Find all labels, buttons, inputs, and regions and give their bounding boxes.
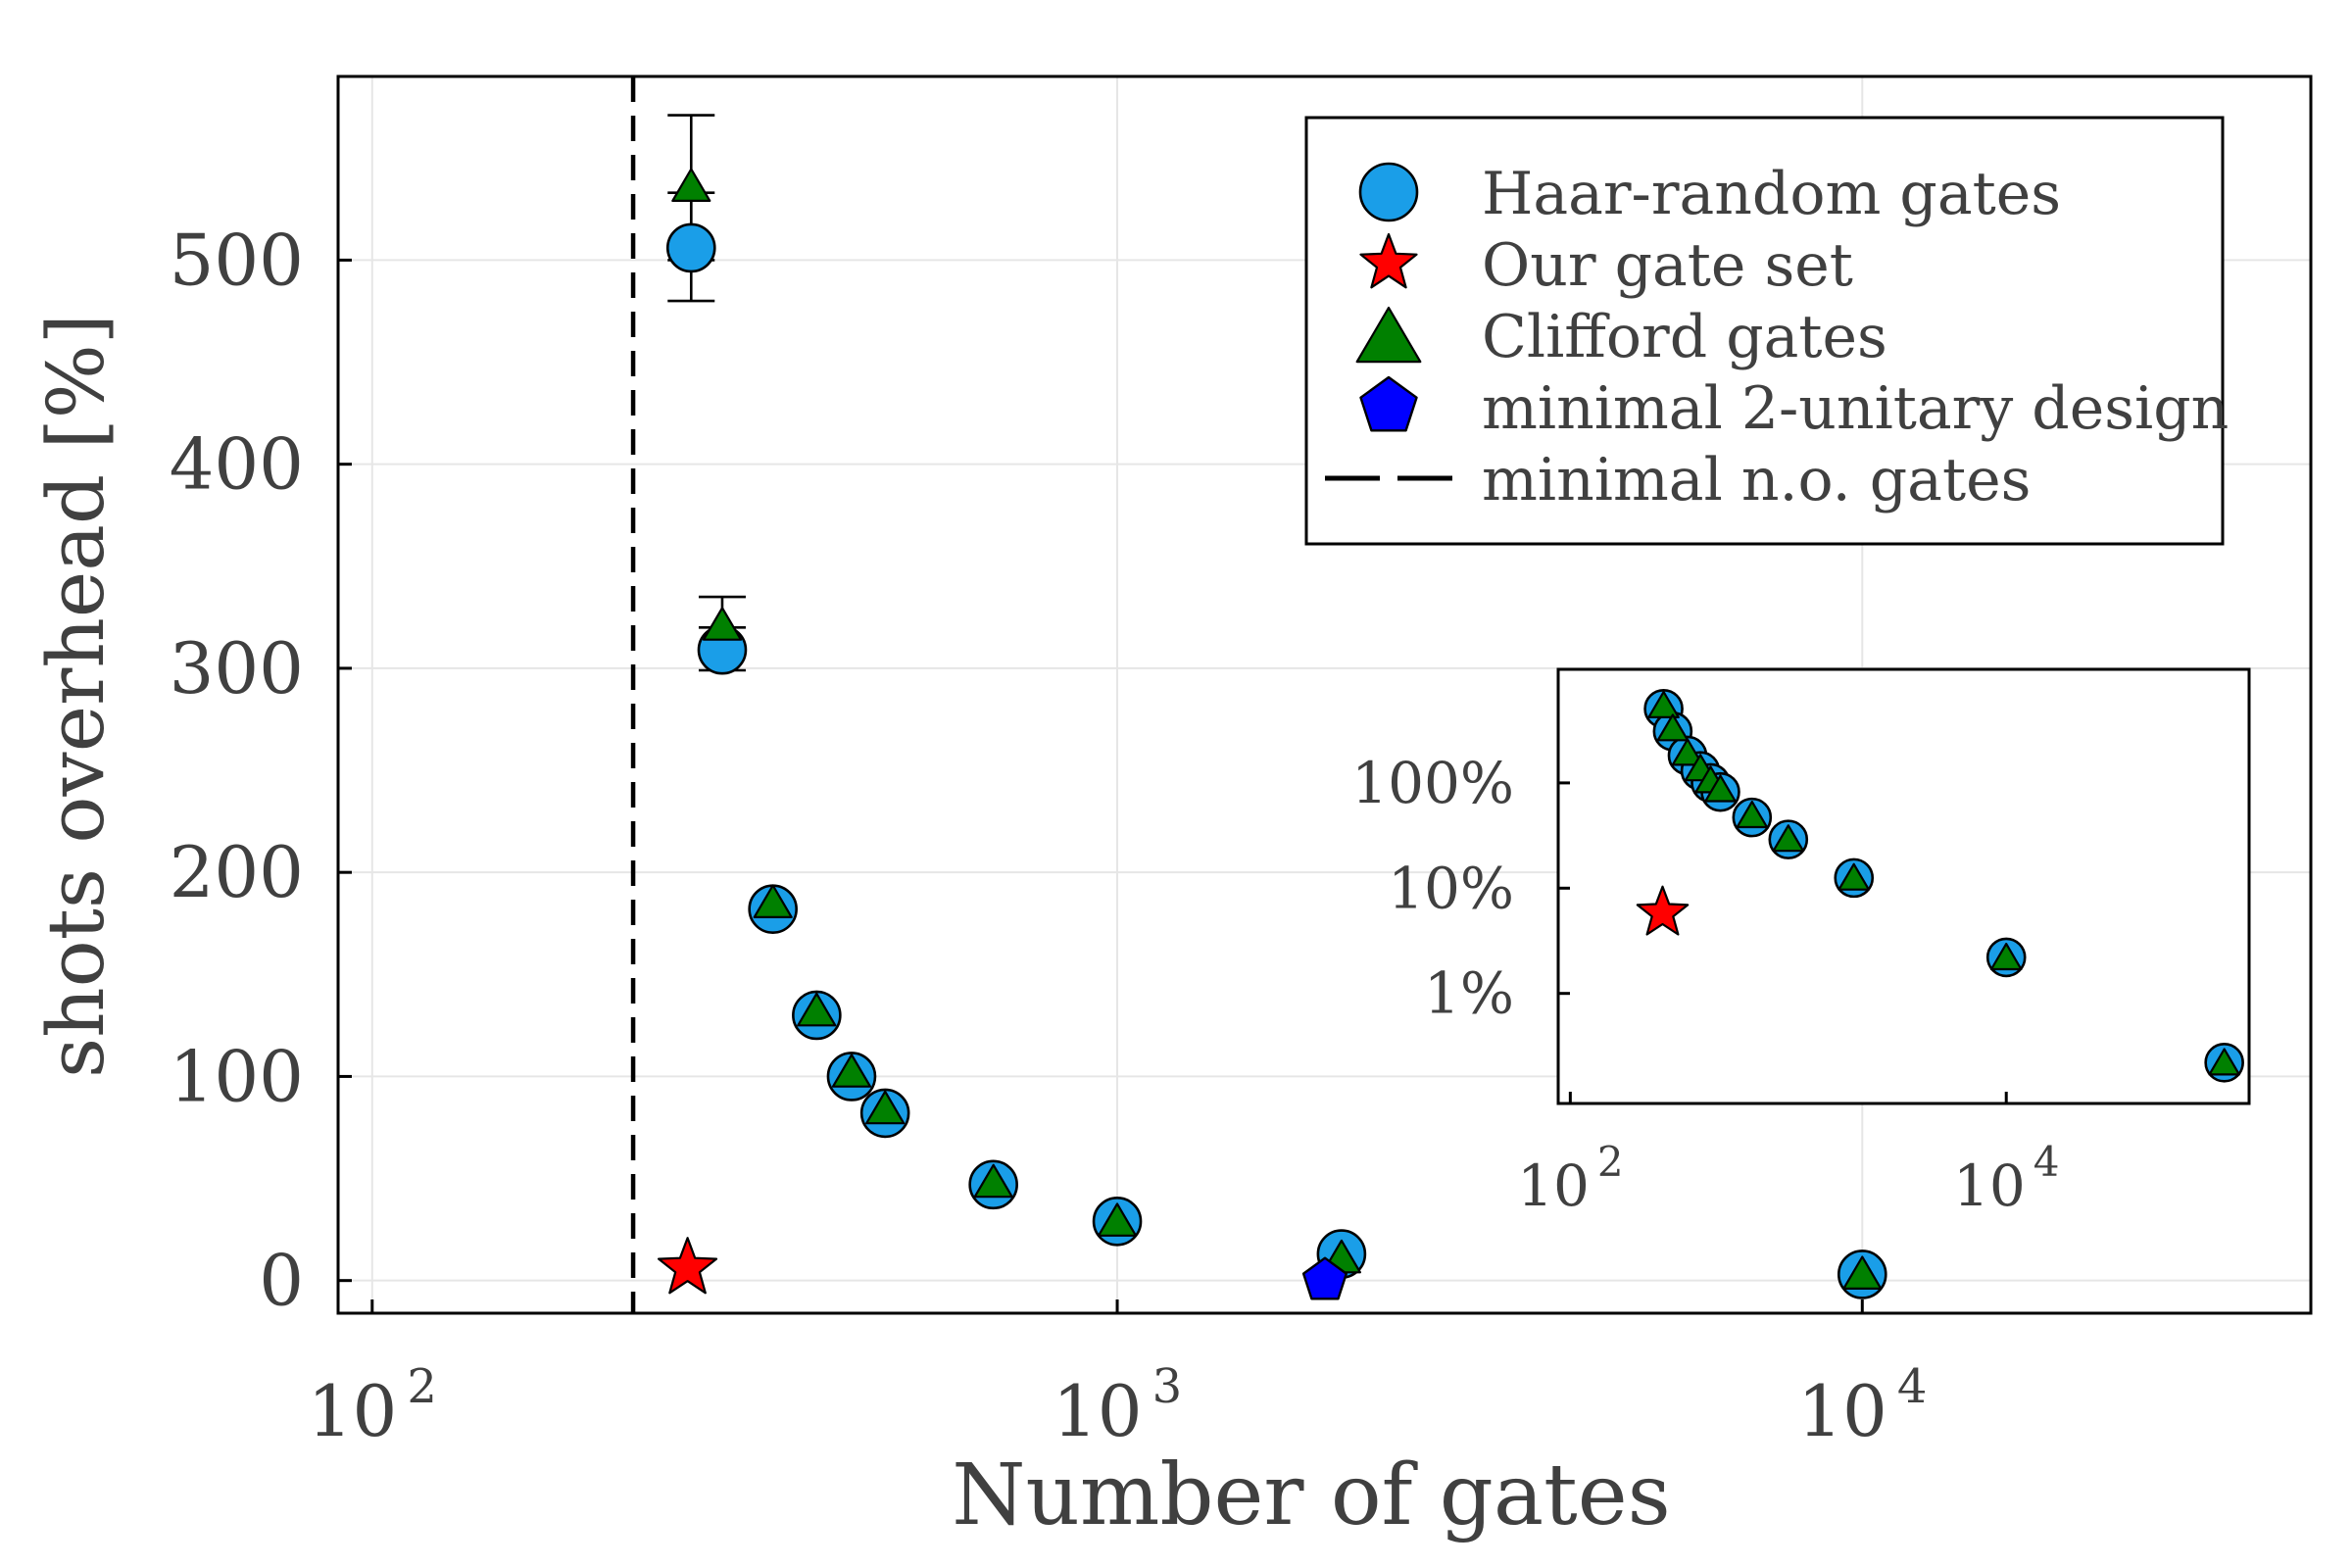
main-ticks [338, 258, 1864, 1313]
inset-clifford-point [1656, 713, 1690, 742]
inset-plot: 1% 10% 100% 10 2 10 4 [1351, 667, 2251, 1219]
y-tick-label: 0 [259, 1240, 304, 1322]
ours-point [657, 1237, 718, 1295]
clifford-point [973, 1163, 1013, 1199]
legend-label: Our gate set [1482, 231, 1853, 300]
clifford-point [702, 607, 743, 641]
clifford-point [1842, 1255, 1883, 1291]
clifford-point [753, 884, 793, 919]
clifford-point [797, 992, 837, 1027]
inset-clifford-point [1989, 942, 2023, 971]
clifford-point [671, 168, 711, 202]
inset-clifford-point [1671, 738, 1704, 766]
y-axis-title: shots overhead [%] [30, 314, 122, 1078]
y-tick-label: 100 [170, 1035, 304, 1117]
haar-point [665, 222, 716, 273]
inset-x-tick-label: 10 2 [1517, 1138, 1624, 1219]
legend-item-clifford: Clifford gates [1355, 303, 1887, 371]
y-tick-label: 200 [170, 831, 304, 913]
y-tick-labels: 0 100 200 300 400 500 [170, 219, 304, 1321]
inset-y-tick-labels: 1% 10% 100% [1351, 750, 1514, 1027]
y-tick-label: 300 [170, 627, 304, 710]
inset-clifford-point [1704, 774, 1737, 803]
inset-frame [1556, 667, 2251, 1105]
y-tick-label: 500 [170, 219, 304, 301]
legend-marker-ours [1359, 232, 1418, 289]
clifford-point [831, 1054, 872, 1088]
inset-x-tick-label: 10 4 [1953, 1138, 2060, 1219]
x-axis-title: Number of gates [952, 1446, 1670, 1544]
inset-clifford-point [1772, 824, 1805, 853]
legend-marker-clifford [1355, 306, 1422, 364]
inset-clifford-point [1838, 862, 1871, 891]
legend-item-design: minimal 2-unitary design [1359, 374, 2229, 443]
inset-y-tick-label: 1% [1424, 960, 1514, 1027]
inset-points [1636, 688, 2244, 1083]
legend-label: Haar-random gates [1482, 160, 2061, 228]
main-points [657, 168, 1887, 1300]
inset-clifford-point [1736, 800, 1769, 829]
inset-ticks [1558, 781, 2008, 1103]
inset-clifford-point [2208, 1048, 2240, 1076]
x-tick-labels: 10 2 10 3 10 4 [308, 1359, 1928, 1452]
legend-marker-design [1359, 375, 1418, 432]
legend-marker-haar [1358, 162, 1419, 222]
legend-label: minimal 2-unitary design [1482, 374, 2229, 443]
inset-x-tick-labels: 10 2 10 4 [1517, 1138, 2059, 1219]
inset-y-tick-label: 100% [1351, 750, 1514, 816]
design-point [1301, 1256, 1348, 1300]
x-tick-label: 10 3 [1053, 1359, 1182, 1452]
clifford-point [865, 1090, 906, 1125]
x-tick-label: 10 4 [1797, 1359, 1927, 1452]
legend-item-haar: Haar-random gates [1358, 160, 2061, 228]
main-plot-frame [336, 74, 2313, 1315]
y-tick-label: 400 [170, 423, 304, 506]
legend-label: Clifford gates [1482, 303, 1887, 371]
legend-item-ours: Our gate set [1359, 231, 1853, 300]
inset-y-tick-label: 10% [1388, 855, 1514, 921]
legend-item-minline: minimal n.o. gates [1325, 446, 2031, 514]
inset-clifford-point [1647, 690, 1680, 719]
legend-label: minimal n.o. gates [1482, 446, 2031, 514]
inset-ours-point [1636, 885, 1690, 936]
clifford-point [1097, 1202, 1138, 1237]
legend-box [1304, 116, 2225, 546]
x-tick-label: 10 2 [308, 1359, 437, 1452]
